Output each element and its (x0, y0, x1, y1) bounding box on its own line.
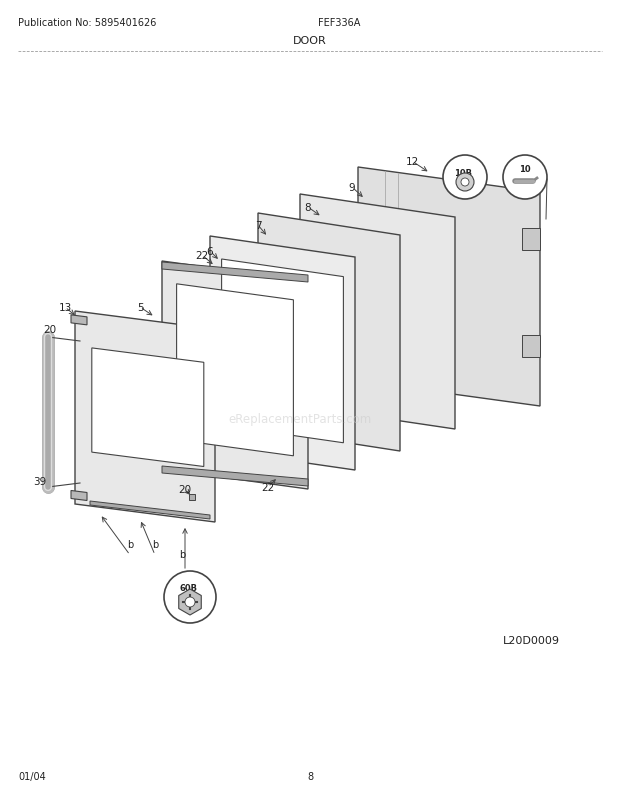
Circle shape (443, 156, 487, 200)
Polygon shape (179, 589, 202, 615)
Text: 8: 8 (304, 203, 311, 213)
Polygon shape (221, 260, 343, 444)
Polygon shape (210, 237, 355, 471)
Polygon shape (162, 261, 308, 489)
Text: 7: 7 (255, 221, 261, 231)
Polygon shape (258, 214, 400, 452)
Text: 39: 39 (33, 476, 46, 486)
Text: 8: 8 (307, 771, 313, 781)
Polygon shape (177, 285, 293, 456)
Text: L20D0009: L20D0009 (503, 635, 560, 645)
Text: 22: 22 (195, 251, 208, 261)
Text: b: b (127, 539, 133, 549)
Text: 10: 10 (519, 165, 531, 174)
Text: 12: 12 (405, 157, 419, 167)
Text: eReplacementParts.com: eReplacementParts.com (228, 413, 371, 426)
Polygon shape (522, 229, 540, 251)
Circle shape (456, 174, 474, 192)
Polygon shape (522, 336, 540, 358)
Polygon shape (71, 491, 87, 501)
Circle shape (503, 156, 547, 200)
Text: 5: 5 (136, 302, 143, 313)
Circle shape (461, 179, 469, 187)
Text: 6: 6 (206, 247, 213, 257)
Polygon shape (90, 501, 210, 520)
Polygon shape (71, 315, 87, 326)
Polygon shape (162, 263, 308, 282)
Polygon shape (189, 494, 195, 500)
Polygon shape (162, 467, 308, 486)
Circle shape (185, 597, 195, 607)
Text: 60B: 60B (179, 584, 197, 593)
Text: b: b (152, 539, 158, 549)
Text: 01/04: 01/04 (18, 771, 46, 781)
Polygon shape (300, 195, 455, 429)
Text: 10B: 10B (454, 168, 472, 177)
Text: 20: 20 (179, 484, 192, 494)
Polygon shape (358, 168, 540, 407)
Text: FEF336A: FEF336A (318, 18, 360, 28)
Text: 13: 13 (58, 302, 72, 313)
Text: DOOR: DOOR (293, 36, 327, 46)
Polygon shape (358, 213, 373, 231)
Text: 20: 20 (43, 325, 56, 334)
Polygon shape (358, 310, 373, 327)
Text: b: b (179, 549, 185, 559)
Text: Publication No: 5895401626: Publication No: 5895401626 (18, 18, 156, 28)
Text: 22: 22 (262, 482, 275, 492)
Text: 9: 9 (348, 183, 355, 192)
Circle shape (164, 571, 216, 623)
Polygon shape (92, 348, 204, 467)
Polygon shape (75, 312, 215, 522)
